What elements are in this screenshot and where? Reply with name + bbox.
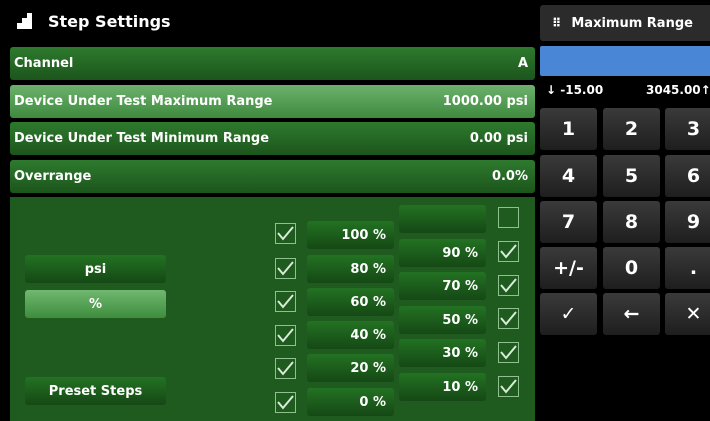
setting-value: 0.00 psi bbox=[469, 131, 528, 146]
keypad-key[interactable]: ← bbox=[603, 293, 660, 335]
check-mark bbox=[500, 244, 517, 259]
step-button[interactable]: 80 % bbox=[307, 255, 394, 283]
keypad-key[interactable]: 6 bbox=[665, 155, 710, 197]
step-button[interactable]: 10 % bbox=[399, 373, 486, 401]
keypad-key[interactable]: ✕ bbox=[665, 293, 710, 335]
step-button[interactable]: 40 % bbox=[307, 321, 394, 349]
step-checkbox[interactable] bbox=[498, 342, 519, 363]
check-mark bbox=[277, 328, 294, 343]
setting-label: Device Under Test Minimum Range bbox=[14, 131, 270, 146]
step-button[interactable]: 0 % bbox=[307, 388, 394, 416]
check-mark bbox=[277, 361, 294, 376]
setting-label: Overrange bbox=[14, 169, 92, 184]
setting-value: A bbox=[517, 56, 528, 71]
setting-row[interactable]: Device Under Test Minimum Range 0.00 psi bbox=[10, 122, 535, 155]
step-checkbox[interactable] bbox=[498, 376, 519, 397]
keypad-key[interactable]: 4 bbox=[540, 155, 597, 197]
setting-value: 1000.00 psi bbox=[442, 94, 528, 109]
step-checkbox[interactable] bbox=[275, 358, 296, 379]
check-mark bbox=[500, 278, 517, 293]
keypad-key[interactable]: 2 bbox=[603, 108, 660, 150]
keypad-key[interactable]: 8 bbox=[603, 201, 660, 243]
step-checkbox[interactable] bbox=[275, 291, 296, 312]
step-button[interactable]: 30 % bbox=[399, 339, 486, 367]
keypad-key[interactable]: 1 bbox=[540, 108, 597, 150]
header: Step Settings bbox=[0, 0, 536, 42]
keypad-key[interactable]: +/- bbox=[540, 247, 597, 289]
step-button[interactable]: 50 % bbox=[399, 306, 486, 334]
step-checkbox[interactable] bbox=[498, 241, 519, 262]
header-icon bbox=[17, 13, 32, 29]
step-button[interactable] bbox=[399, 205, 486, 233]
step-button[interactable]: 60 % bbox=[307, 288, 394, 316]
input-field[interactable] bbox=[540, 46, 710, 76]
step-checkbox[interactable] bbox=[275, 223, 296, 244]
check-mark bbox=[277, 226, 294, 241]
check-mark bbox=[277, 395, 294, 410]
unit-button[interactable]: psi bbox=[25, 255, 166, 283]
header-title: Step Settings bbox=[48, 11, 171, 31]
step-button[interactable]: 70 % bbox=[399, 272, 486, 300]
keypad-key[interactable]: 7 bbox=[540, 201, 597, 243]
step-button[interactable]: 100 % bbox=[307, 221, 394, 249]
keypad-key[interactable]: 0 bbox=[603, 247, 660, 289]
check-mark bbox=[277, 294, 294, 309]
keypad-key[interactable]: 5 bbox=[603, 155, 660, 197]
keypad-key[interactable]: 3 bbox=[665, 108, 710, 150]
step-checkbox[interactable] bbox=[498, 207, 519, 228]
setting-row[interactable]: Overrange 0.0% bbox=[10, 160, 535, 193]
step-button[interactable]: 20 % bbox=[307, 354, 394, 382]
setting-label: Channel bbox=[14, 56, 74, 71]
unit-button[interactable]: % bbox=[25, 290, 166, 318]
keypad-icon: ⠿ bbox=[552, 16, 562, 30]
setting-row[interactable]: Channel A bbox=[10, 47, 535, 80]
preset-button[interactable]: Preset Steps bbox=[25, 377, 166, 405]
check-mark bbox=[277, 261, 294, 276]
check-mark bbox=[500, 379, 517, 394]
step-checkbox[interactable] bbox=[275, 325, 296, 346]
keypad-header[interactable]: ⠿ Maximum Range bbox=[540, 5, 710, 41]
range-max: 3045.00↑ bbox=[646, 83, 710, 97]
step-checkbox[interactable] bbox=[275, 392, 296, 413]
range-min: ↓ -15.00 bbox=[546, 83, 604, 97]
keypad-key[interactable]: . bbox=[665, 247, 710, 289]
setting-row[interactable]: Device Under Test Maximum Range 1000.00 p… bbox=[10, 85, 535, 118]
step-button[interactable]: 90 % bbox=[399, 239, 486, 267]
check-mark bbox=[500, 311, 517, 326]
setting-label: Device Under Test Maximum Range bbox=[14, 94, 273, 109]
step-checkbox[interactable] bbox=[275, 258, 296, 279]
keypad-key[interactable]: 9 bbox=[665, 201, 710, 243]
step-checkbox[interactable] bbox=[498, 308, 519, 329]
check-mark bbox=[500, 345, 517, 360]
step-checkbox[interactable] bbox=[498, 275, 519, 296]
keypad-key[interactable]: ✓ bbox=[540, 293, 597, 335]
keypad-title: Maximum Range bbox=[571, 15, 693, 31]
setting-value: 0.0% bbox=[491, 169, 528, 184]
